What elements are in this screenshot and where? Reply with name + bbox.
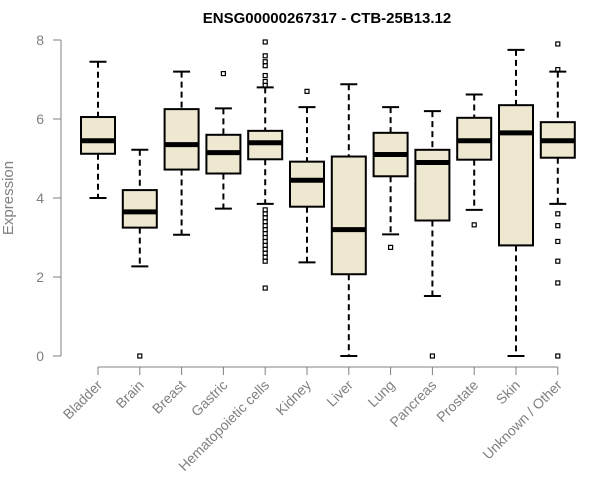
y-tick-label: 4	[36, 190, 44, 206]
outlier-point	[471, 222, 477, 228]
x-tick-label: Breast	[149, 377, 189, 417]
outlier-point	[262, 258, 268, 264]
outlier-point	[555, 67, 561, 73]
box-lung	[372, 106, 409, 250]
iqr-box	[80, 116, 116, 155]
iqr-box	[498, 104, 534, 247]
outlier-point	[137, 353, 143, 359]
box-series	[80, 39, 576, 359]
y-tick-label: 8	[36, 32, 44, 48]
x-tick-label: Prostate	[433, 377, 481, 425]
outlier-point	[555, 223, 561, 229]
iqr-box	[121, 189, 158, 229]
outlier-point	[262, 53, 268, 59]
y-tick-label: 2	[36, 269, 44, 285]
outlier-point	[555, 238, 561, 245]
outlier-point	[304, 88, 310, 94]
x-tick-label: Lung	[364, 377, 397, 410]
outlier-point	[262, 39, 268, 45]
iqr-box	[330, 155, 367, 276]
outlier-point	[262, 72, 268, 79]
x-tick-label: Unknown / Other	[479, 377, 565, 463]
outlier-point	[388, 244, 394, 250]
y-tick-label: 6	[36, 111, 44, 127]
outlier-point	[262, 82, 268, 89]
outlier-point	[555, 258, 561, 264]
outlier-point	[555, 280, 561, 286]
box-hematopoietic-cells	[247, 39, 284, 291]
y-tick-label: 0	[36, 348, 44, 364]
outlier-point	[262, 285, 268, 291]
x-tick-label: Liver	[323, 377, 356, 410]
box-prostate	[456, 93, 493, 228]
box-bladder	[80, 60, 116, 199]
outlier-point	[555, 211, 561, 217]
chart-title: ENSG00000267317 - CTB-25B13.12	[203, 10, 451, 27]
x-tick-label: Skin	[493, 377, 524, 408]
box-brain	[121, 148, 158, 359]
box-unknown-other	[539, 41, 576, 359]
y-axis: 0 2 4 6 8	[36, 32, 62, 364]
outlier-point	[555, 353, 561, 359]
box-skin	[498, 48, 534, 357]
box-breast	[163, 70, 200, 236]
box-kidney	[289, 88, 325, 264]
box-liver	[330, 83, 367, 357]
x-tick-label: Bladder	[60, 377, 106, 423]
iqr-box	[163, 108, 200, 171]
iqr-box	[289, 160, 325, 208]
x-tick-label: Brain	[112, 377, 146, 411]
outlier-point	[429, 353, 435, 359]
outlier-point	[262, 63, 268, 69]
y-axis-label: Expression	[0, 161, 17, 235]
box-gastric	[205, 70, 242, 210]
outlier-point	[555, 41, 561, 47]
box-pancreas	[414, 110, 451, 359]
x-tick-label: Kidney	[273, 377, 315, 419]
outlier-point	[220, 70, 226, 77]
